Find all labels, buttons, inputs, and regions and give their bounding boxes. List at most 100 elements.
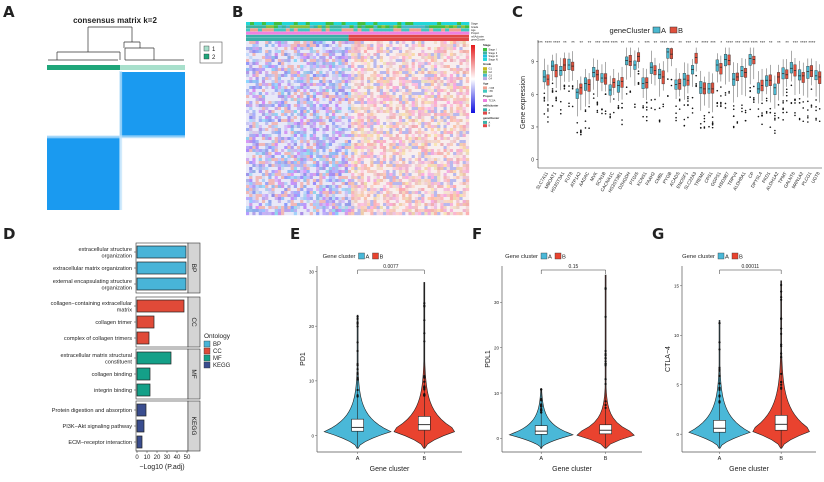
heatmap-cell — [325, 110, 330, 114]
outlier-point — [794, 114, 796, 117]
heatmap-cell — [427, 68, 431, 72]
significance-label: **** — [800, 40, 807, 45]
heatmap-cell — [309, 170, 314, 174]
heatmap-cell — [306, 104, 310, 108]
annotation-cell — [449, 28, 454, 32]
heatmap-cell — [443, 191, 447, 195]
heatmap-cell — [446, 92, 451, 96]
heatmap-cell — [389, 44, 393, 48]
heatmap-cell — [430, 56, 435, 60]
heatmap-cell — [408, 128, 412, 132]
facet-strip-CC — [187, 296, 201, 348]
heatmap-cell — [363, 83, 368, 87]
outlier-point — [563, 85, 566, 88]
heatmap-cell — [271, 62, 275, 66]
heatmap-cell — [274, 176, 279, 180]
box-A — [789, 62, 793, 74]
heatmap-cell — [338, 200, 342, 204]
heatmap-cell — [261, 155, 266, 159]
heatmap-cell — [427, 173, 431, 177]
heatmap-cell — [421, 182, 425, 186]
heatmap-cell — [274, 104, 279, 108]
heatmap-cell — [424, 188, 428, 192]
annotation-cell — [293, 31, 299, 35]
heatmap-cell — [271, 101, 275, 105]
heatmap-cell — [430, 68, 435, 72]
heatmap-cell — [443, 206, 447, 210]
heatmap-cell — [265, 71, 269, 75]
heatmap-cell — [465, 197, 470, 201]
heatmap-cell — [437, 50, 441, 54]
heatmap-cell — [459, 71, 463, 75]
heatmap-cell — [430, 83, 435, 87]
x-tick-label: CPS1 — [703, 171, 714, 184]
term-label-line: matrix — [117, 308, 132, 314]
heatmap-cell — [312, 83, 317, 87]
heatmap-cell — [367, 134, 371, 138]
heatmap-cell — [405, 155, 409, 159]
heatmap-cell — [284, 197, 288, 201]
heatmap-cell — [274, 137, 279, 141]
heatmap-cell — [306, 179, 310, 183]
heatmap-cell — [309, 92, 314, 96]
heatmap-cell — [255, 71, 259, 75]
heatmap-cell — [268, 104, 272, 108]
heatmap-cell — [274, 41, 279, 45]
heatmap-cell — [395, 83, 400, 87]
heatmap-cell — [402, 140, 406, 144]
heatmap-cell — [449, 44, 454, 48]
heatmap-cell — [408, 164, 412, 168]
heatmap-cell — [325, 56, 330, 60]
heatmap-cell — [367, 101, 371, 105]
heatmap-cell — [309, 176, 314, 180]
annotation-cell — [421, 28, 426, 32]
heatmap-cell — [363, 200, 368, 204]
heatmap-cell — [249, 146, 253, 150]
significance-label: **** — [742, 40, 749, 45]
heatmap-cell — [319, 128, 323, 132]
heatmap-cell — [293, 191, 298, 195]
annotation-cell — [257, 28, 263, 32]
heatmap-cell — [363, 116, 368, 120]
heatmap-cell — [335, 176, 339, 180]
heatmap-cell — [347, 95, 352, 99]
heatmap-cell — [427, 203, 431, 207]
heatmap-cell — [268, 110, 272, 114]
heatmap-cell — [296, 155, 301, 159]
heatmap-cell — [335, 116, 339, 120]
box-B — [604, 73, 608, 85]
heatmap-cell — [465, 101, 470, 105]
heatmap-cell — [408, 188, 412, 192]
heatmap-cell — [347, 161, 352, 165]
heatmap-cell — [287, 62, 291, 66]
heatmap-cell — [459, 200, 463, 204]
heatmap-cell — [325, 116, 330, 120]
heatmap-cell — [443, 161, 447, 165]
heatmap-cell — [344, 50, 349, 54]
heatmap-cell — [363, 137, 368, 141]
x-tick-label: SCN1B — [595, 171, 607, 187]
heatmap-cell — [338, 173, 342, 177]
heatmap-cell — [376, 167, 380, 171]
heatmap-cell — [402, 107, 406, 111]
heatmap-cell — [395, 161, 400, 165]
heatmap-cell — [306, 170, 310, 174]
heatmap-cell — [325, 107, 330, 111]
heatmap-cell — [341, 110, 345, 114]
heatmap-cell — [319, 212, 323, 216]
heatmap-cell — [382, 149, 387, 153]
heatmap-cell — [303, 158, 307, 162]
heatmap-cell — [258, 182, 263, 186]
heatmap-cell — [354, 155, 358, 159]
heatmap-cell — [395, 173, 400, 177]
heatmap-cell — [335, 47, 339, 51]
heatmap-cell — [395, 50, 400, 54]
heatmap-cell — [370, 203, 374, 207]
heatmap-cell — [446, 113, 451, 117]
heatmap-cell — [418, 80, 422, 84]
heatmap-cell — [427, 122, 431, 126]
box-B — [678, 78, 682, 90]
heatmap-cell — [367, 104, 371, 108]
heatmap-cell — [258, 62, 263, 66]
heatmap-cell — [246, 149, 250, 153]
